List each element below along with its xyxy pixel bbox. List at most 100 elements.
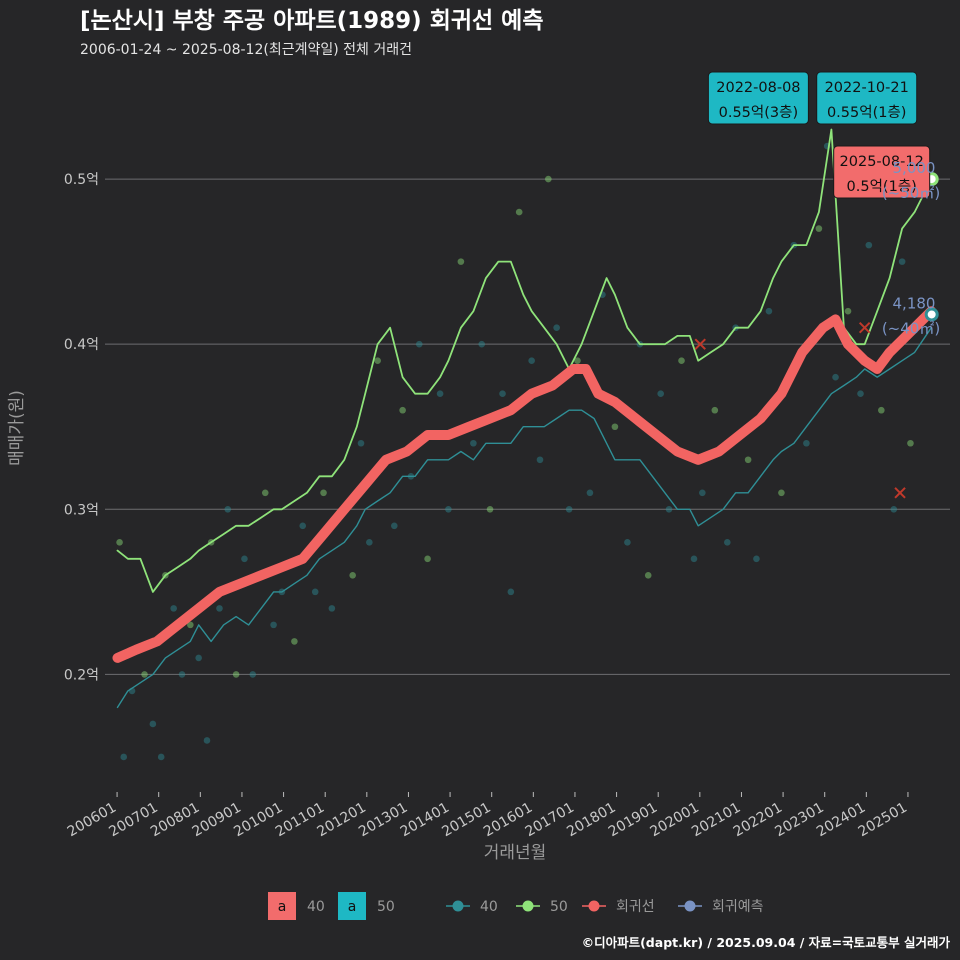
y-tick-label: 0.2억 <box>64 667 99 683</box>
scatter-point <box>478 340 486 348</box>
scatter-point <box>311 588 319 596</box>
scatter-point <box>553 324 560 331</box>
scatter-point <box>644 572 652 579</box>
scatter-point <box>724 539 731 546</box>
legend-label: 40 <box>480 899 498 915</box>
scatter-point <box>187 621 194 629</box>
legend-key-letter: a <box>278 899 287 915</box>
legend-label: 회귀선 <box>616 899 655 915</box>
callout-value: 0.5억(1층) <box>847 178 917 195</box>
y-tick-label: 0.3억 <box>64 502 99 518</box>
scatter-point <box>574 357 581 364</box>
scatter-point <box>232 671 240 678</box>
callout-date: 2022-08-08 <box>716 80 800 96</box>
scatter-point <box>195 654 202 662</box>
scatter-point <box>528 357 535 364</box>
legend-key-box <box>338 892 366 920</box>
scatter-point <box>399 406 406 414</box>
legend-label: 50 <box>377 899 395 915</box>
scatter-point <box>141 671 148 678</box>
callout-box <box>833 145 931 199</box>
scatter-point <box>907 439 914 447</box>
scatter-point <box>507 588 515 596</box>
scatter-point <box>753 555 760 563</box>
callout-value: 0.55억(1층) <box>827 104 907 121</box>
scatter-point <box>457 258 465 265</box>
scatter-point <box>765 307 773 315</box>
x-mark <box>858 321 871 334</box>
series-layer <box>112 128 939 709</box>
scatter-point <box>203 737 211 744</box>
scatter-point <box>216 605 223 612</box>
scatter-point <box>857 390 864 398</box>
legend-label: 회귀예측 <box>712 899 764 915</box>
scatter-point <box>261 489 269 497</box>
scatter-point <box>486 506 494 513</box>
scatter-point <box>678 357 685 364</box>
scatter-point <box>665 506 673 513</box>
series-line-50 <box>116 128 933 593</box>
callout-date: 2022-10-21 <box>825 80 909 96</box>
scatter-point <box>445 506 452 513</box>
scatter-point <box>299 522 307 530</box>
scatter-point <box>470 439 477 447</box>
x-mark <box>894 487 906 499</box>
scatter-point <box>545 175 552 183</box>
scatter-point <box>744 456 752 464</box>
scatter-point <box>690 555 698 563</box>
end-label-price: 5,000 <box>893 159 936 177</box>
callout-value: 0.55억(3층) <box>719 104 799 121</box>
scatter-point <box>844 307 852 315</box>
annotation-layer: 2022-08-08 0.55억(3층) 2022-10-21 0.55억(1층) 20… <box>694 71 940 499</box>
scatter-point <box>374 357 381 364</box>
legend-dot <box>522 900 534 912</box>
scatter-point <box>170 605 177 612</box>
legend-dot <box>452 900 464 912</box>
scatter-point <box>390 522 398 530</box>
legend: a 40 a 50 40 50 회귀선 회귀예측 <box>268 892 764 920</box>
end-label-price: 4,180 <box>893 294 936 312</box>
scatter-point <box>890 506 898 513</box>
scatter-layer <box>116 142 923 761</box>
scatter-point <box>357 439 365 447</box>
legend-label: 50 <box>550 899 568 915</box>
scatter-point <box>224 506 232 513</box>
scatter-point <box>120 753 128 761</box>
scatter-point <box>436 390 444 398</box>
scatter-point <box>611 423 619 431</box>
end-label-area: (~50㎡) <box>882 184 940 202</box>
x-mark <box>694 338 706 350</box>
chart-title: [논산시] 부창 주공 아파트(1989) 회귀선 예측 <box>80 8 544 34</box>
scatter-point <box>586 489 594 497</box>
scatter-point <box>878 406 885 414</box>
legend-key-letter: a <box>348 899 357 915</box>
chart-subtitle: 2006-01-24 ~ 2025-08-12(최근계약일) 전체 거래건 <box>80 42 412 58</box>
scatter-point <box>424 555 431 563</box>
scatter-point <box>624 539 631 546</box>
scatter-point <box>803 439 810 447</box>
legend-key-box <box>268 892 296 920</box>
scatter-point <box>832 373 839 381</box>
scatter-point <box>270 621 277 629</box>
grid-layer <box>105 178 950 675</box>
scatter-point <box>515 208 523 216</box>
credit-text: ©디아파트(dapt.kr) / 2025.09.04 / 자료=국토교통부 실… <box>582 935 951 950</box>
end-label-area: (~40㎡) <box>882 319 940 337</box>
scatter-point <box>241 555 248 563</box>
callout-box <box>816 71 918 125</box>
scatter-point <box>291 638 298 645</box>
series-line-40 <box>116 327 932 709</box>
legend-dot <box>588 900 600 912</box>
scatter-point <box>499 390 506 398</box>
legend-label: 40 <box>307 899 325 915</box>
scatter-point <box>815 225 823 232</box>
scatter-point <box>366 539 373 546</box>
legend-dot <box>684 900 696 912</box>
scatter-point <box>536 456 544 464</box>
scatter-point <box>415 340 423 348</box>
scatter-point <box>116 539 123 546</box>
series-line-회귀선 <box>112 306 937 663</box>
scatter-point <box>657 390 665 398</box>
x-axis-label: 거래년월 <box>484 843 547 863</box>
